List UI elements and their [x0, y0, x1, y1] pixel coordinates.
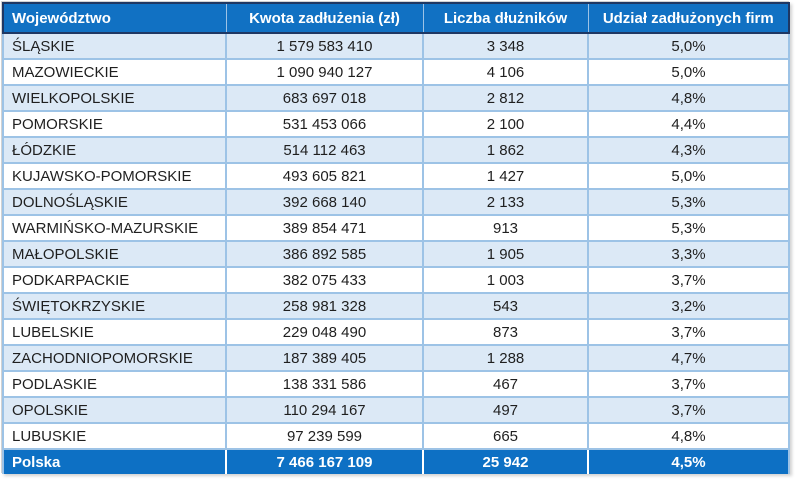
cell-liczba-dluznikow: 873: [422, 318, 589, 346]
cell-liczba-dluznikow: 543: [422, 292, 589, 320]
cell-liczba-dluznikow: 1 905: [422, 240, 589, 268]
cell-liczba-dluznikow: 1 862: [422, 136, 589, 164]
cell-wojewodztwo: ŁÓDZKIE: [2, 136, 227, 164]
cell-liczba-dluznikow: 2 133: [422, 188, 589, 216]
cell-udzial-zadluzonych: 3,7%: [587, 266, 790, 294]
column-header-udzial-zadluzonych: Udział zadłużonych firm: [587, 2, 790, 34]
cell-wojewodztwo: POMORSKIE: [2, 110, 227, 138]
cell-liczba-dluznikow: 1 427: [422, 162, 589, 190]
cell-wojewodztwo: PODLASKIE: [2, 370, 227, 398]
cell-kwota-zadluzenia: 389 854 471: [225, 214, 424, 242]
table-row: LUBUSKIE 97 239 599 665 4,8%: [2, 422, 790, 450]
cell-liczba-dluznikow: 2 812: [422, 84, 589, 112]
table-footer: Polska 7 466 167 109 25 942 4,5%: [2, 448, 790, 474]
table-row: WIELKOPOLSKIE 683 697 018 2 812 4,8%: [2, 84, 790, 112]
table-row: ZACHODNIOPOMORSKIE 187 389 405 1 288 4,7…: [2, 344, 790, 372]
cell-udzial-zadluzonych: 3,7%: [587, 318, 790, 346]
cell-wojewodztwo: ZACHODNIOPOMORSKIE: [2, 344, 227, 372]
cell-liczba-dluznikow: 665: [422, 422, 589, 450]
cell-liczba-dluznikow: 467: [422, 370, 589, 398]
table-row: OPOLSKIE 110 294 167 497 3,7%: [2, 396, 790, 424]
cell-kwota-zadluzenia: 187 389 405: [225, 344, 424, 372]
cell-kwota-zadluzenia: 258 981 328: [225, 292, 424, 320]
cell-udzial-zadluzonych: 3,7%: [587, 370, 790, 398]
cell-kwota-zadluzenia: 97 239 599: [225, 422, 424, 450]
table-row: DOLNOŚLĄSKIE 392 668 140 2 133 5,3%: [2, 188, 790, 216]
cell-udzial-zadluzonych: 4,8%: [587, 422, 790, 450]
table-row: PODKARPACKIE 382 075 433 1 003 3,7%: [2, 266, 790, 294]
cell-wojewodztwo: PODKARPACKIE: [2, 266, 227, 294]
cell-kwota-zadluzenia: 382 075 433: [225, 266, 424, 294]
table-row: MAŁOPOLSKIE 386 892 585 1 905 3,3%: [2, 240, 790, 268]
cell-udzial-zadluzonych: 5,3%: [587, 214, 790, 242]
table-row: PODLASKIE 138 331 586 467 3,7%: [2, 370, 790, 398]
column-header-liczba-dluznikow: Liczba dłużników: [422, 2, 589, 34]
cell-udzial-zadluzonych: 5,0%: [587, 162, 790, 190]
cell-wojewodztwo: OPOLSKIE: [2, 396, 227, 424]
debt-by-voivodeship-table: Województwo Kwota zadłużenia (zł) Liczba…: [2, 2, 790, 474]
cell-kwota-zadluzenia: 1 579 583 410: [225, 32, 424, 60]
cell-kwota-zadluzenia: 531 453 066: [225, 110, 424, 138]
total-row: Polska 7 466 167 109 25 942 4,5%: [2, 448, 790, 474]
table-row: ŚWIĘTOKRZYSKIE 258 981 328 543 3,2%: [2, 292, 790, 320]
cell-liczba-dluznikow: 4 106: [422, 58, 589, 86]
header-row: Województwo Kwota zadłużenia (zł) Liczba…: [2, 2, 790, 34]
cell-udzial-zadluzonych: 4,3%: [587, 136, 790, 164]
cell-kwota-zadluzenia: 138 331 586: [225, 370, 424, 398]
cell-wojewodztwo: MAZOWIECKIE: [2, 58, 227, 86]
cell-wojewodztwo: DOLNOŚLĄSKIE: [2, 188, 227, 216]
cell-liczba-dluznikow: 1 003: [422, 266, 589, 294]
cell-kwota-zadluzenia: 683 697 018: [225, 84, 424, 112]
table-row: POMORSKIE 531 453 066 2 100 4,4%: [2, 110, 790, 138]
cell-udzial-zadluzonych: 5,0%: [587, 58, 790, 86]
cell-udzial-zadluzonych: 4,7%: [587, 344, 790, 372]
total-udzial: 4,5%: [587, 448, 790, 474]
cell-kwota-zadluzenia: 229 048 490: [225, 318, 424, 346]
cell-udzial-zadluzonych: 3,7%: [587, 396, 790, 424]
table-row: WARMIŃSKO-MAZURSKIE 389 854 471 913 5,3%: [2, 214, 790, 242]
cell-udzial-zadluzonych: 3,2%: [587, 292, 790, 320]
cell-liczba-dluznikow: 1 288: [422, 344, 589, 372]
cell-wojewodztwo: LUBELSKIE: [2, 318, 227, 346]
cell-wojewodztwo: WIELKOPOLSKIE: [2, 84, 227, 112]
cell-wojewodztwo: LUBUSKIE: [2, 422, 227, 450]
cell-kwota-zadluzenia: 386 892 585: [225, 240, 424, 268]
cell-wojewodztwo: KUJAWSKO-POMORSKIE: [2, 162, 227, 190]
cell-udzial-zadluzonych: 5,0%: [587, 32, 790, 60]
column-header-wojewodztwo: Województwo: [2, 2, 227, 34]
cell-kwota-zadluzenia: 110 294 167: [225, 396, 424, 424]
table-body: ŚLĄSKIE 1 579 583 410 3 348 5,0% MAZOWIE…: [2, 32, 790, 450]
table-row: ŁÓDZKIE 514 112 463 1 862 4,3%: [2, 136, 790, 164]
total-label: Polska: [2, 448, 227, 474]
cell-kwota-zadluzenia: 514 112 463: [225, 136, 424, 164]
cell-wojewodztwo: MAŁOPOLSKIE: [2, 240, 227, 268]
cell-wojewodztwo: ŚLĄSKIE: [2, 32, 227, 60]
cell-wojewodztwo: WARMIŃSKO-MAZURSKIE: [2, 214, 227, 242]
cell-wojewodztwo: ŚWIĘTOKRZYSKIE: [2, 292, 227, 320]
table-row: LUBELSKIE 229 048 490 873 3,7%: [2, 318, 790, 346]
cell-kwota-zadluzenia: 493 605 821: [225, 162, 424, 190]
cell-kwota-zadluzenia: 1 090 940 127: [225, 58, 424, 86]
total-liczba: 25 942: [422, 448, 589, 474]
table-row: MAZOWIECKIE 1 090 940 127 4 106 5,0%: [2, 58, 790, 86]
cell-udzial-zadluzonych: 4,8%: [587, 84, 790, 112]
table-row: KUJAWSKO-POMORSKIE 493 605 821 1 427 5,0…: [2, 162, 790, 190]
cell-udzial-zadluzonych: 4,4%: [587, 110, 790, 138]
total-kwota: 7 466 167 109: [225, 448, 424, 474]
cell-kwota-zadluzenia: 392 668 140: [225, 188, 424, 216]
cell-liczba-dluznikow: 497: [422, 396, 589, 424]
cell-liczba-dluznikow: 913: [422, 214, 589, 242]
cell-udzial-zadluzonych: 5,3%: [587, 188, 790, 216]
cell-liczba-dluznikow: 3 348: [422, 32, 589, 60]
column-header-kwota-zadluzenia: Kwota zadłużenia (zł): [225, 2, 424, 34]
cell-liczba-dluznikow: 2 100: [422, 110, 589, 138]
table-header: Województwo Kwota zadłużenia (zł) Liczba…: [2, 2, 790, 34]
cell-udzial-zadluzonych: 3,3%: [587, 240, 790, 268]
table-row: ŚLĄSKIE 1 579 583 410 3 348 5,0%: [2, 32, 790, 60]
